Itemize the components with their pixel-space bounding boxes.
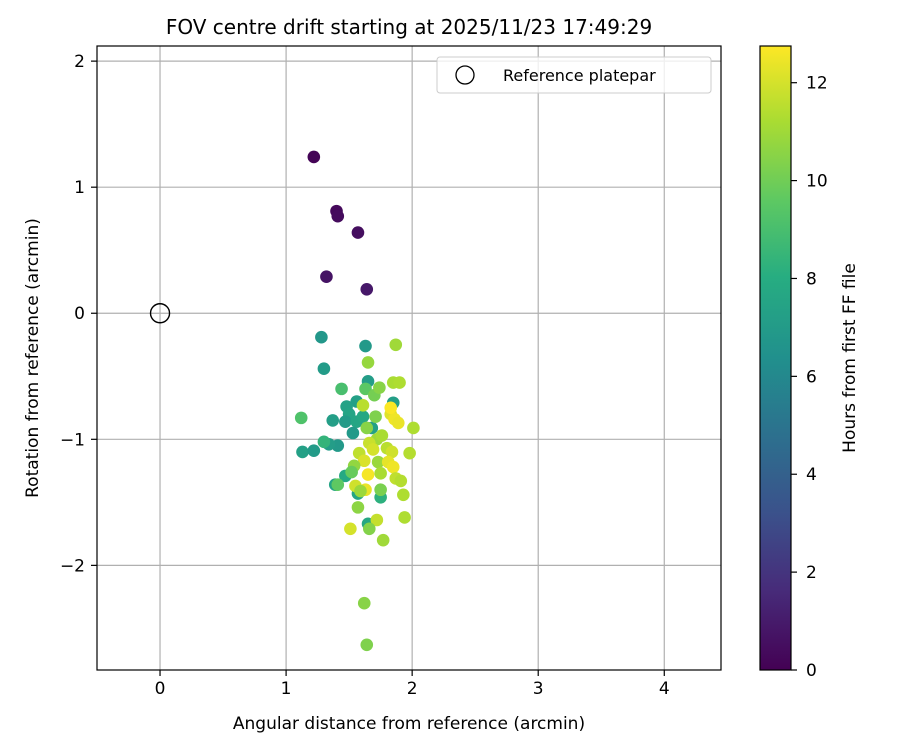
scatter-point <box>370 513 384 527</box>
scatter-point <box>403 446 416 460</box>
scatter-point <box>361 356 375 369</box>
scatter-point <box>331 478 345 491</box>
colorbar-tick-label: 8 <box>806 269 817 289</box>
scatter-point <box>344 522 357 536</box>
scatter-point <box>360 421 374 435</box>
scatter-point <box>357 454 371 468</box>
scatter-point <box>360 282 374 296</box>
scatter-point <box>356 398 370 412</box>
colorbar-tick-label: 6 <box>806 367 817 387</box>
scatter-point <box>397 488 410 502</box>
legend: Reference platepar <box>436 56 712 94</box>
scatter-point <box>315 330 328 344</box>
colorbar-gradient <box>760 46 791 670</box>
y-ticks: 2 1 0 −1 −2 <box>60 52 97 576</box>
scatter-point <box>335 382 348 396</box>
scatter-point <box>398 511 411 524</box>
y-axis-label: Rotation from reference (arcmin) <box>23 218 43 498</box>
colorbar-ticks: 0 2 4 6 8 10 12 <box>791 74 828 681</box>
scatter-point <box>357 596 371 610</box>
grid-lines <box>97 46 721 670</box>
scatter-point <box>320 270 333 283</box>
scatter-point <box>360 638 374 652</box>
scatter-points <box>294 150 420 652</box>
scatter-point <box>386 460 400 474</box>
scatter-point <box>361 468 375 481</box>
colorbar-tick-label: 0 <box>806 661 817 681</box>
x-ticks: 0 1 2 3 4 <box>155 670 670 699</box>
chart-title: FOV centre drift starting at 2025/11/23 … <box>166 15 652 39</box>
scatter-point <box>294 411 308 425</box>
x-tick-label: 0 <box>155 679 166 699</box>
y-tick-label: 2 <box>74 52 85 72</box>
legend-box <box>436 56 712 94</box>
scatter-point <box>351 501 365 514</box>
scatter-point <box>394 474 408 488</box>
colorbar-tick-label: 12 <box>806 74 828 94</box>
scatter-point <box>407 421 420 435</box>
legend-label: Reference platepar <box>503 66 656 85</box>
scatter-point <box>389 338 403 352</box>
scatter-point <box>369 410 382 423</box>
colorbar-label: Hours from first FF file <box>840 263 860 453</box>
x-tick-label: 2 <box>407 679 418 699</box>
x-tick-label: 1 <box>281 679 292 699</box>
colorbar-tick-label: 4 <box>806 465 817 485</box>
scatter-point <box>373 381 386 394</box>
scatter-point <box>371 455 385 469</box>
scatter-point <box>393 376 406 389</box>
scatter-point <box>317 362 331 376</box>
x-tick-label: 4 <box>659 679 670 699</box>
scatter-point <box>339 415 352 428</box>
colorbar-frame <box>759 45 792 671</box>
scatter-point <box>307 150 321 164</box>
y-tick-label: −2 <box>60 556 85 576</box>
scatter-point <box>374 483 387 497</box>
scatter-point <box>376 533 390 547</box>
scatter-point <box>317 435 331 449</box>
x-axis-label: Angular distance from reference (arcmin) <box>233 714 585 734</box>
scatter-point <box>359 382 372 396</box>
x-tick-label: 3 <box>533 679 544 699</box>
scatter-point <box>374 467 387 480</box>
scatter-point <box>354 484 367 498</box>
scatter-point <box>296 445 309 459</box>
y-tick-label: 0 <box>74 304 85 324</box>
scatter-point <box>346 426 360 440</box>
legend-marker <box>455 65 475 85</box>
scatter-point <box>351 226 365 239</box>
y-tick-label: 1 <box>74 178 85 198</box>
plot-frame <box>96 45 722 671</box>
scatter-point <box>391 416 405 430</box>
scatter-point <box>326 414 340 427</box>
scatter-point <box>362 522 376 536</box>
scatter-point <box>375 429 389 442</box>
scatter-point <box>384 401 398 415</box>
y-tick-label: −1 <box>60 430 85 450</box>
scatter-point <box>356 410 370 423</box>
scatter-point <box>366 443 380 456</box>
reference-marker <box>149 303 171 324</box>
scatter-point <box>331 209 345 223</box>
colorbar-tick-label: 10 <box>806 172 828 192</box>
scatter-point <box>359 339 372 353</box>
reference-marker-group <box>149 303 171 324</box>
scatter-point <box>307 444 321 457</box>
scatter-point <box>345 465 358 479</box>
scatter-point <box>385 445 399 459</box>
colorbar-tick-label: 2 <box>806 563 817 583</box>
